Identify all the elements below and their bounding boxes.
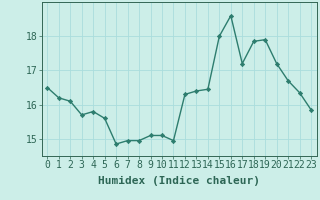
X-axis label: Humidex (Indice chaleur): Humidex (Indice chaleur): [98, 176, 260, 186]
